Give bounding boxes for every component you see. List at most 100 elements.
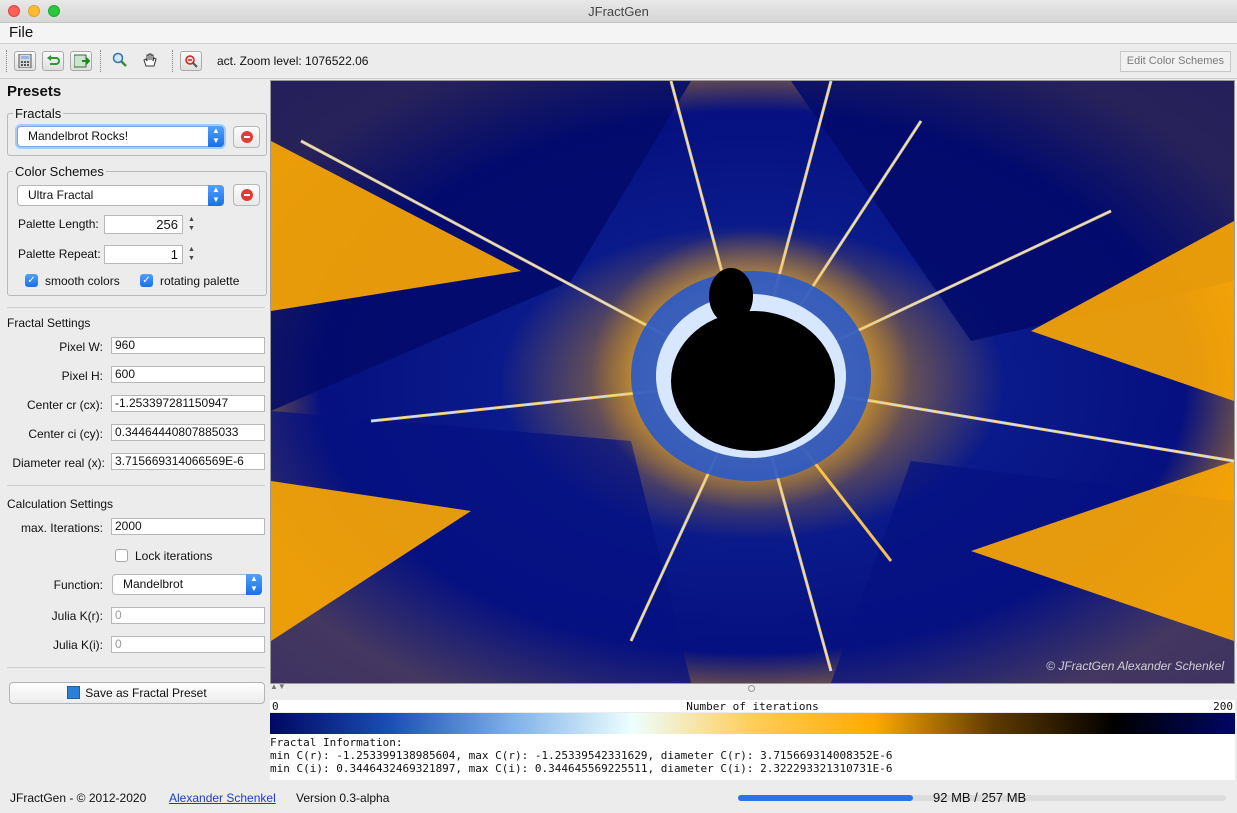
presets-heading: Presets [7, 83, 62, 100]
zoom-tool-button[interactable] [112, 52, 130, 70]
calculator-icon [18, 54, 32, 68]
julia-kr-field[interactable]: 0 [111, 607, 265, 624]
undo-icon [47, 55, 60, 65]
center-cx-label: Center cr (cx): [26, 398, 103, 412]
diameter-label: Diameter real (x): [12, 456, 105, 470]
color-schemes-group: Color Schemes [7, 164, 267, 296]
toolbar-separator [172, 50, 174, 72]
center-cy-label: Center ci (cy): [28, 427, 103, 441]
remove-icon [241, 189, 253, 201]
pixel-w-field[interactable]: 960 [111, 337, 265, 354]
max-iterations-field[interactable]: 2000 [111, 518, 265, 535]
smooth-colors-label[interactable]: smooth colors [45, 274, 120, 288]
color-palette-bar [270, 713, 1235, 734]
fractal-canvas[interactable]: © JFractGen Alexander Schenkel [270, 80, 1235, 684]
info-line-imag: min C(i): 0.3446432469321897, max C(i): … [270, 762, 893, 775]
function-value: Mandelbrot [123, 577, 184, 591]
julia-ki-label: Julia K(i): [52, 638, 103, 652]
calculation-settings-heading: Calculation Settings [7, 497, 114, 511]
divider [7, 667, 265, 668]
export-button[interactable] [70, 51, 92, 71]
center-cx-field[interactable]: -1.253397281150947 [111, 395, 265, 412]
menu-file[interactable]: File [9, 24, 34, 41]
fractals-group: Fractals [7, 106, 267, 156]
julia-ki-field[interactable]: 0 [111, 636, 265, 653]
memory-usage-fill [738, 795, 913, 801]
split-pane-divider[interactable]: ▲▼ [270, 682, 1233, 694]
divider [7, 307, 265, 308]
memory-usage-bar [738, 795, 1226, 801]
fractal-settings-heading: Fractal Settings [7, 316, 91, 330]
select-arrows-icon: ▲ ▼ [208, 185, 224, 206]
fractal-image [271, 81, 1234, 683]
toolbar-separator [6, 50, 8, 72]
window-title: JFractGen [588, 4, 649, 19]
color-schemes-legend: Color Schemes [15, 164, 104, 179]
colorbar-min-label: 0 [272, 700, 279, 713]
fractal-preset-select[interactable]: Mandelbrot Rocks! ▲ ▼ [17, 126, 224, 147]
close-window-button[interactable] [8, 5, 20, 17]
divider [7, 485, 265, 486]
rotating-palette-checkbox[interactable]: ✓ [140, 274, 153, 287]
zoom-icon [112, 52, 127, 67]
lock-iterations-checkbox[interactable] [115, 549, 128, 562]
julia-kr-label: Julia K(r): [51, 609, 103, 623]
info-line-real: min C(r): -1.253399138985604, max C(r): … [270, 749, 893, 762]
rotating-palette-label[interactable]: rotating palette [160, 274, 240, 288]
toolbar-separator [100, 50, 102, 72]
version-text: Version 0.3-alpha [296, 791, 390, 805]
pixel-h-label: Pixel H: [61, 369, 103, 383]
palette-repeat-stepper[interactable]: ▲ ▼ [188, 246, 195, 262]
smooth-colors-checkbox[interactable]: ✓ [25, 274, 38, 287]
palette-length-stepper[interactable]: ▲ ▼ [188, 216, 195, 232]
minimize-window-button[interactable] [28, 5, 40, 17]
max-iterations-label: max. Iterations: [20, 521, 103, 535]
colorbar-header: 0 Number of iterations 200 [270, 700, 1235, 713]
save-fractal-preset-button[interactable]: Save as Fractal Preset [9, 682, 265, 704]
function-label: Function: [53, 578, 103, 592]
undo-button[interactable] [42, 51, 64, 71]
toolbar: act. Zoom level: 1076522.06 Edit Color S… [0, 44, 1237, 79]
delete-color-scheme-button[interactable] [233, 184, 260, 206]
collapse-arrows-icon[interactable]: ▲▼ [270, 682, 286, 691]
title-bar: JFractGen [0, 0, 1237, 23]
function-select[interactable]: Mandelbrot ▲ ▼ [112, 574, 262, 595]
divider-grip-icon[interactable] [748, 685, 755, 692]
zoom-level-label: act. Zoom level: 1076522.06 [217, 54, 369, 68]
pan-hand-icon [143, 53, 157, 67]
lock-iterations-label[interactable]: Lock iterations [135, 549, 213, 563]
calculate-button[interactable] [14, 51, 36, 71]
fractal-preset-value: Mandelbrot Rocks! [28, 129, 129, 143]
watermark: © JFractGen Alexander Schenkel [1046, 659, 1224, 673]
edit-color-schemes-button[interactable]: Edit Color Schemes [1119, 51, 1231, 72]
pixel-h-field[interactable]: 600 [111, 366, 265, 383]
copyright-text: JFractGen - © 2012-2020 [10, 791, 147, 805]
settings-panel: Presets Fractals Mandelbrot Rocks! ▲ ▼ Co… [0, 79, 268, 789]
status-bar: JFractGen - © 2012-2020 Alexander Schenk… [0, 789, 1237, 813]
pan-tool-button[interactable] [142, 52, 160, 70]
palette-repeat-spinner[interactable]: 1 [104, 245, 183, 264]
select-arrows-icon: ▲ ▼ [208, 126, 224, 147]
remove-icon [241, 131, 253, 143]
palette-length-spinner[interactable]: 256 [104, 215, 183, 234]
info-heading: Fractal Information: [270, 736, 403, 749]
save-disk-icon [67, 686, 81, 699]
fractal-info-panel: Fractal Information: min C(r): -1.2533991… [270, 734, 1235, 780]
save-fractal-preset-label: Save as Fractal Preset [85, 686, 207, 700]
colorbar-title: Number of iterations [686, 700, 819, 713]
color-scheme-select[interactable]: Ultra Fractal ▲ ▼ [17, 185, 224, 206]
zoom-window-button[interactable] [48, 5, 60, 17]
delete-fractal-preset-button[interactable] [233, 126, 260, 148]
palette-length-label: Palette Length: [18, 217, 99, 231]
reset-zoom-icon [185, 55, 198, 68]
export-icon [74, 54, 90, 68]
palette-repeat-label: Palette Repeat: [18, 247, 101, 261]
reset-zoom-button[interactable] [180, 51, 202, 71]
diameter-field[interactable]: 3.715669314066569E-6 [111, 453, 265, 470]
colorbar-max-label: 200 [1213, 700, 1233, 713]
menu-bar: File [0, 23, 1237, 44]
fractals-legend: Fractals [15, 106, 62, 121]
pixel-w-label: Pixel W: [59, 340, 103, 354]
center-cy-field[interactable]: 0.34464440807885033 [111, 424, 265, 441]
author-link[interactable]: Alexander Schenkel [169, 791, 276, 805]
